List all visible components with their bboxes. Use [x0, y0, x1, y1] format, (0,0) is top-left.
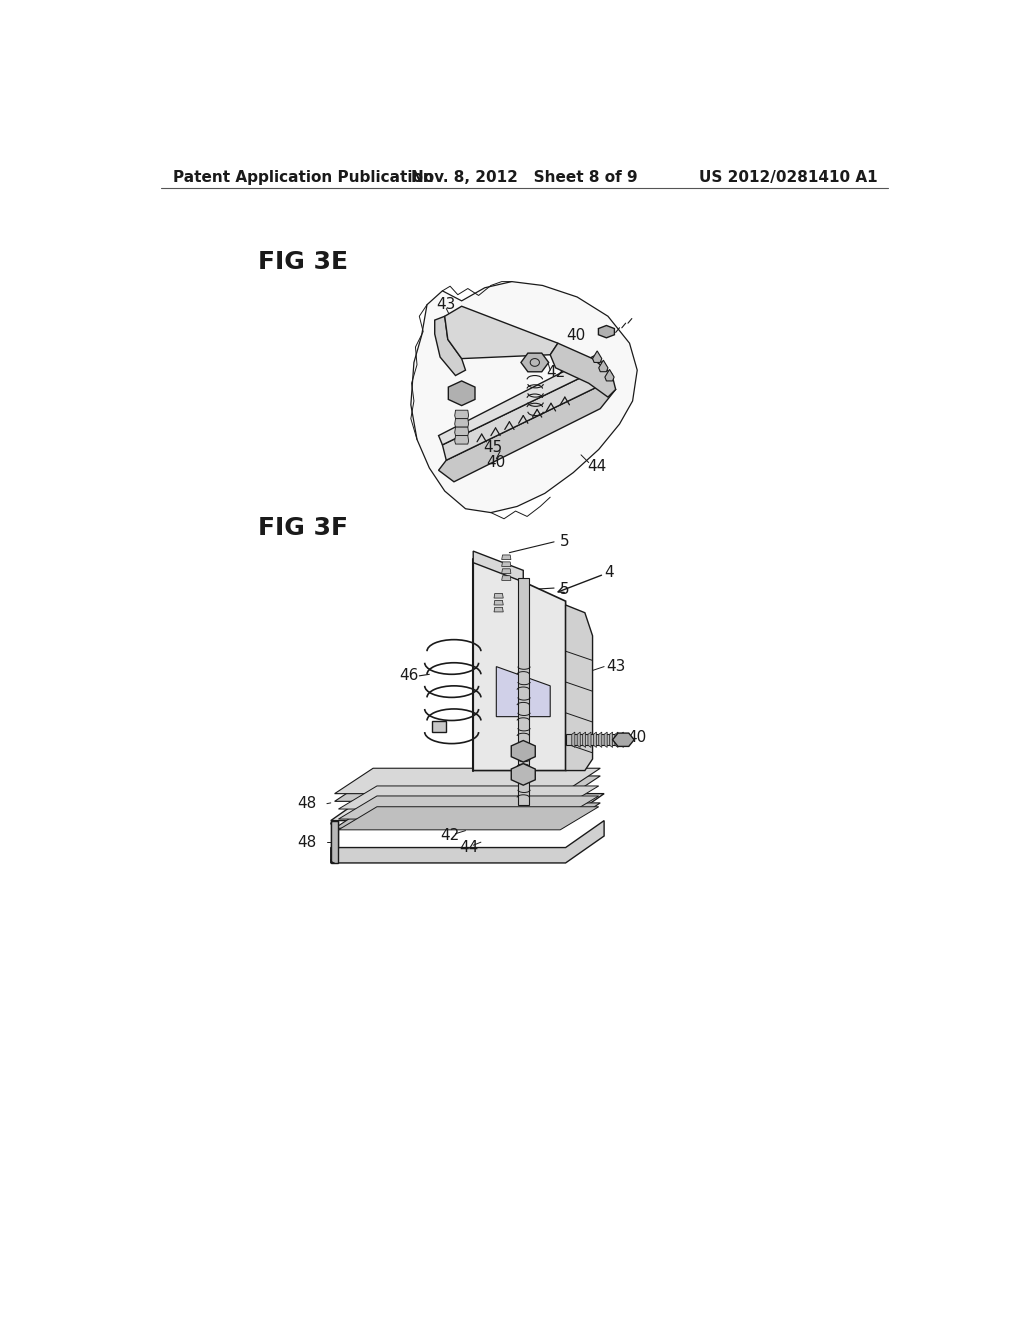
- Polygon shape: [599, 360, 608, 372]
- Polygon shape: [621, 733, 624, 747]
- Text: 44: 44: [523, 755, 542, 771]
- Text: FIG 3E: FIG 3E: [258, 251, 347, 275]
- Polygon shape: [593, 733, 596, 747]
- Polygon shape: [494, 594, 503, 598]
- Polygon shape: [339, 796, 599, 818]
- Polygon shape: [455, 428, 469, 436]
- Polygon shape: [550, 343, 615, 397]
- Polygon shape: [497, 667, 550, 717]
- Polygon shape: [449, 381, 475, 405]
- Text: 40: 40: [628, 730, 646, 744]
- Text: 44: 44: [460, 840, 479, 855]
- Polygon shape: [473, 558, 565, 771]
- Polygon shape: [578, 733, 581, 747]
- Text: 40: 40: [566, 327, 586, 343]
- Polygon shape: [335, 803, 600, 829]
- Text: 43: 43: [436, 297, 456, 313]
- Polygon shape: [494, 607, 503, 612]
- Polygon shape: [494, 601, 503, 605]
- Polygon shape: [614, 733, 617, 747]
- Text: Nov. 8, 2012   Sheet 8 of 9: Nov. 8, 2012 Sheet 8 of 9: [412, 170, 638, 185]
- Polygon shape: [502, 576, 511, 581]
- Polygon shape: [435, 317, 466, 376]
- Polygon shape: [444, 306, 558, 359]
- Polygon shape: [331, 793, 604, 821]
- Polygon shape: [339, 807, 599, 830]
- Text: US 2012/0281410 A1: US 2012/0281410 A1: [698, 170, 878, 185]
- Polygon shape: [511, 763, 536, 785]
- Polygon shape: [502, 554, 511, 560]
- Polygon shape: [455, 418, 469, 428]
- Polygon shape: [598, 326, 614, 338]
- Text: Patent Application Publication: Patent Application Publication: [173, 170, 433, 185]
- Text: 5: 5: [560, 582, 569, 597]
- Text: 48: 48: [298, 796, 316, 812]
- Polygon shape: [565, 734, 624, 744]
- Polygon shape: [432, 721, 446, 733]
- Polygon shape: [335, 776, 600, 801]
- Polygon shape: [455, 436, 469, 444]
- Polygon shape: [518, 578, 528, 805]
- Polygon shape: [331, 821, 339, 863]
- Polygon shape: [442, 367, 608, 461]
- Polygon shape: [438, 381, 615, 482]
- Polygon shape: [331, 821, 339, 847]
- Polygon shape: [565, 605, 593, 771]
- Text: 42: 42: [546, 364, 565, 380]
- Polygon shape: [438, 355, 604, 445]
- Polygon shape: [411, 281, 637, 512]
- Text: 4: 4: [605, 565, 614, 581]
- Polygon shape: [521, 354, 549, 372]
- Polygon shape: [599, 733, 602, 747]
- Polygon shape: [502, 569, 511, 573]
- Polygon shape: [612, 733, 634, 746]
- Polygon shape: [583, 733, 586, 747]
- Polygon shape: [609, 733, 612, 747]
- Text: FIG 3F: FIG 3F: [258, 516, 347, 540]
- Text: 48: 48: [298, 834, 316, 850]
- Polygon shape: [473, 552, 523, 582]
- Polygon shape: [593, 351, 602, 363]
- Text: 5: 5: [560, 535, 569, 549]
- Polygon shape: [455, 411, 469, 418]
- Text: 42: 42: [440, 829, 460, 843]
- Polygon shape: [339, 785, 599, 809]
- Text: 43: 43: [606, 659, 626, 675]
- Text: 40: 40: [486, 455, 506, 470]
- Polygon shape: [335, 768, 600, 793]
- Polygon shape: [605, 370, 614, 381]
- Text: 44: 44: [587, 459, 606, 474]
- Polygon shape: [571, 733, 574, 747]
- Text: 46: 46: [399, 668, 419, 684]
- Polygon shape: [331, 821, 604, 863]
- Polygon shape: [511, 741, 536, 762]
- Polygon shape: [588, 733, 591, 747]
- Text: 45: 45: [483, 440, 502, 454]
- Polygon shape: [502, 562, 511, 566]
- Polygon shape: [604, 733, 607, 747]
